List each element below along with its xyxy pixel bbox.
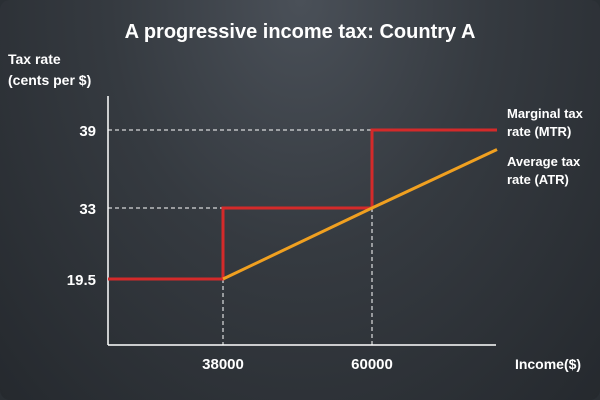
x-tick-label-38000: 38000 — [202, 356, 244, 373]
y-tick-label-19-5: 19.5 — [67, 272, 96, 289]
series-group — [108, 128, 498, 281]
atr-label-line1: Average tax — [507, 154, 581, 169]
mtr-label-line1: Marginal tax — [507, 106, 584, 121]
y-tick-label-39: 39 — [79, 123, 96, 140]
y-axis-label-line2: (cents per $) — [8, 72, 91, 88]
guide-lines — [108, 129, 373, 345]
x-axis-label: Income($) — [515, 356, 581, 372]
mtr-step-line — [108, 128, 497, 281]
chart-title: A progressive income tax: Country A — [125, 21, 476, 43]
atr-line — [222, 148, 498, 281]
atr-label-line2: rate (ATR) — [507, 172, 569, 187]
y-tick-label-33: 33 — [79, 201, 96, 218]
mtr-label-line2: rate (MTR) — [507, 124, 571, 139]
x-tick-label-60000: 60000 — [351, 356, 393, 373]
y-axis-label-line1: Tax rate — [8, 51, 61, 67]
